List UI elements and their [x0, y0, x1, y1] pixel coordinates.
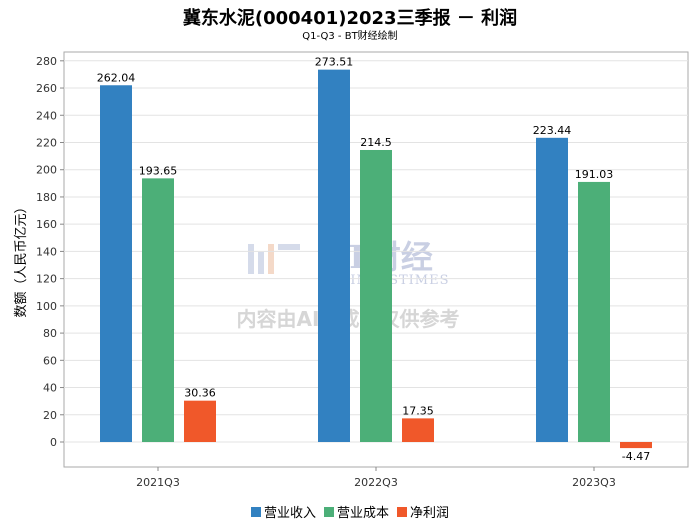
data-label: 223.44 — [533, 124, 572, 137]
legend-label: 营业收入 — [263, 506, 316, 521]
legend-label: 营业成本 — [336, 506, 389, 521]
bar-营业收入-2022Q3 — [318, 69, 350, 442]
bar-营业收入-2021Q3 — [100, 85, 132, 443]
bar-净利润-2021Q3 — [184, 400, 216, 442]
y-tick-label: 100 — [36, 300, 57, 313]
data-label: 17.35 — [402, 404, 434, 417]
watermark-logo-bar-2 — [258, 252, 264, 274]
y-tick-label: 160 — [36, 218, 57, 231]
y-tick-label: 80 — [43, 327, 57, 340]
x-axis-ticks: 2021Q3 2022Q3 2023Q3 — [136, 467, 616, 489]
chart-subtitle: Q1-Q3 - BT财经绘制 — [302, 31, 398, 42]
y-tick-label: 180 — [36, 191, 57, 204]
y-tick-label: 200 — [36, 164, 57, 177]
bar-营业成本-2022Q3 — [360, 149, 392, 442]
y-tick-label: 60 — [43, 354, 57, 367]
data-label: 193.65 — [139, 164, 178, 177]
watermark-logo-bar-1 — [248, 244, 254, 274]
y-tick-label: 0 — [50, 436, 57, 449]
data-label: -4.47 — [622, 450, 650, 463]
bar-净利润-2022Q3 — [402, 418, 434, 442]
y-tick-label: 40 — [43, 382, 57, 395]
legend-item: 营业收入 — [250, 502, 316, 521]
legend-label: 净利润 — [410, 506, 450, 521]
x-tick-label: 2021Q3 — [136, 476, 180, 489]
y-tick-label: 20 — [43, 409, 57, 422]
bars — [100, 69, 652, 449]
x-tick-label: 2023Q3 — [572, 476, 616, 489]
y-axis-ticks: 0 20 40 60 80 100 120 140 160 180 200 220 240 260 280 — [36, 55, 64, 449]
bar-营业成本-2021Q3 — [142, 178, 174, 443]
bar-chart: BT财经 BUSINESSTIMES 内容由AI生成，仅供参考 02040608… — [14, 51, 689, 489]
data-labels: 262.04 193.65 30.36 273.51 214.5 17.35 223.44 1… — [97, 56, 650, 463]
y-tick-label: 120 — [36, 273, 57, 286]
legend-swatch — [250, 506, 261, 517]
data-label: 30.36 — [184, 387, 216, 400]
y-tick-label: 260 — [36, 82, 57, 95]
y-tick-label: 280 — [36, 55, 57, 68]
x-tick-label: 2022Q3 — [354, 476, 398, 489]
y-tick-label: 240 — [36, 109, 57, 122]
chart-legend: 营业收入 营业成本 净利润 — [0, 502, 700, 521]
watermark-logo-bar-4 — [278, 244, 300, 250]
data-label: 191.03 — [575, 168, 614, 181]
bar-净利润-2023Q3 — [620, 442, 652, 449]
bar-营业成本-2023Q3 — [578, 181, 610, 442]
legend-swatch — [323, 506, 334, 517]
y-axis-label: 数额（人民币亿元） — [14, 200, 29, 317]
legend-swatch — [397, 506, 407, 517]
y-tick-label: 220 — [36, 136, 57, 149]
legend-item: 营业成本 — [323, 502, 389, 521]
watermark-logo-bar-3 — [268, 244, 274, 274]
data-label: 262.04 — [97, 71, 136, 84]
legend-item: 净利润 — [397, 502, 449, 521]
data-label: 273.51 — [315, 56, 354, 69]
data-label: 214.5 — [360, 136, 392, 149]
y-tick-label: 140 — [36, 245, 57, 258]
chart-title: 冀东水泥(000401)2023三季报 － 利润 — [182, 8, 518, 29]
bar-营业收入-2023Q3 — [536, 137, 568, 442]
